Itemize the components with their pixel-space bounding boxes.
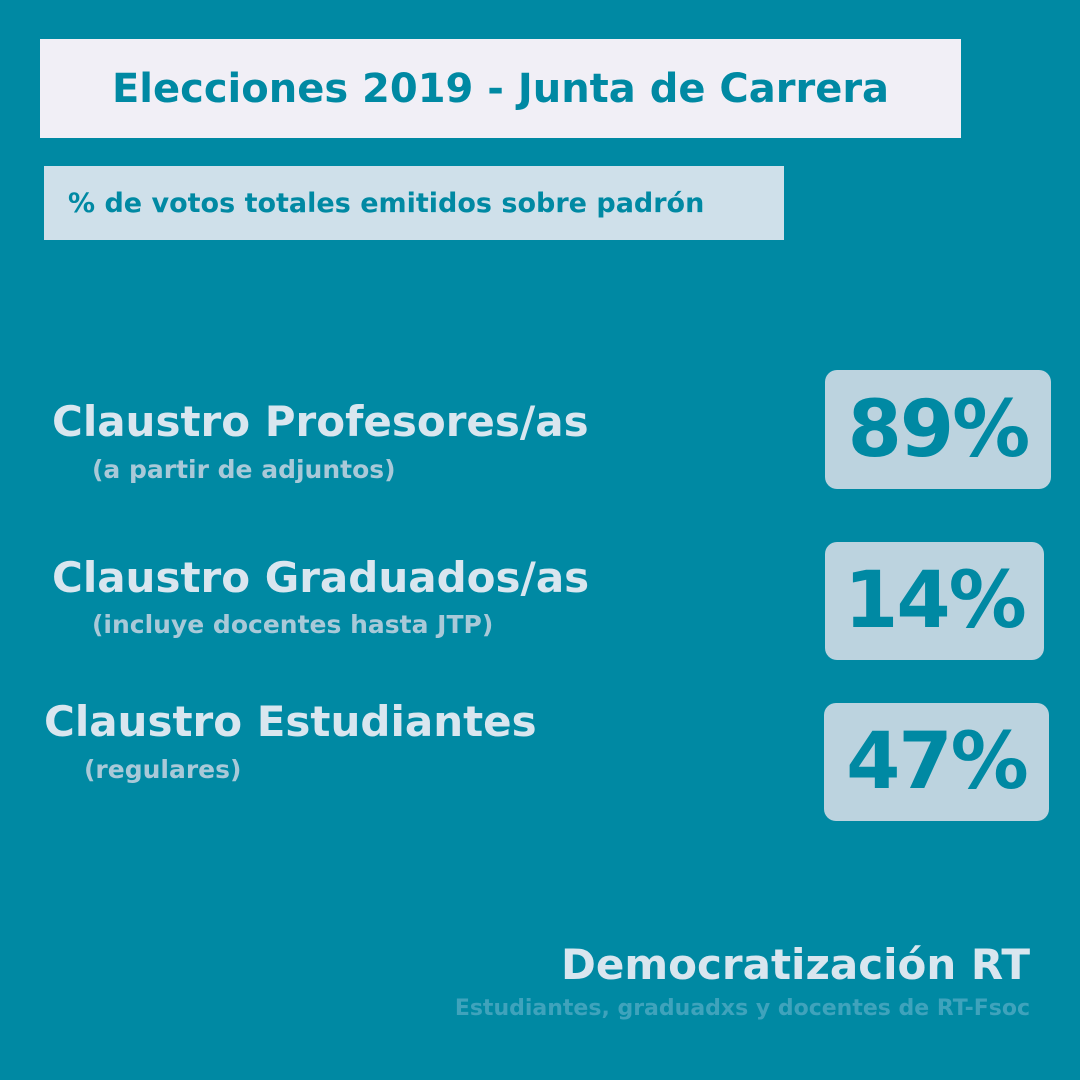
brand-tagline: Estudiantes, graduadxs y docentes de RT-… bbox=[454, 996, 1030, 1021]
title-banner: Elecciones 2019 - Junta de Carrera bbox=[40, 39, 961, 138]
claustro-graduados-note: (incluye docentes hasta JTP) bbox=[92, 610, 494, 639]
claustro-profesores-percent: 89% bbox=[847, 384, 1031, 475]
page-subtitle: % de votos totales emitidos sobre padrón bbox=[68, 187, 705, 219]
claustro-profesores-percent-box: 89% bbox=[825, 370, 1051, 489]
claustro-profesores-label: Claustro Profesores/as bbox=[52, 397, 589, 446]
claustro-estudiantes-label: Claustro Estudiantes bbox=[44, 697, 537, 746]
claustro-graduados-percent: 14% bbox=[844, 556, 1027, 646]
claustro-estudiantes-note: (regulares) bbox=[84, 755, 242, 784]
claustro-graduados-percent-box: 14% bbox=[825, 542, 1044, 660]
page-title: Elecciones 2019 - Junta de Carrera bbox=[111, 65, 890, 112]
claustro-estudiantes-percent: 47% bbox=[846, 717, 1029, 807]
claustro-graduados-label: Claustro Graduados/as bbox=[52, 553, 590, 602]
claustro-estudiantes-percent-box: 47% bbox=[824, 703, 1049, 821]
brand-name: Democratización RT bbox=[561, 940, 1030, 989]
claustro-profesores-note: (a partir de adjuntos) bbox=[92, 455, 396, 484]
subtitle-banner: % de votos totales emitidos sobre padrón bbox=[44, 166, 784, 240]
